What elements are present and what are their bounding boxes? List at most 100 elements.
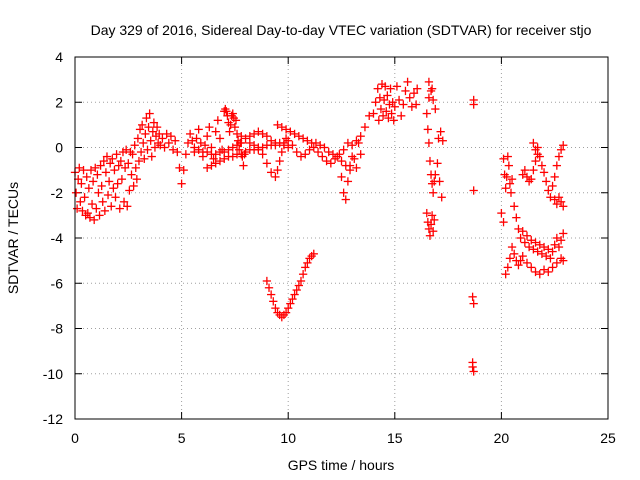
data-point	[559, 141, 568, 150]
data-point	[215, 156, 225, 166]
data-point	[143, 145, 152, 154]
data-point	[147, 152, 156, 161]
data-point	[522, 231, 532, 240]
data-point	[469, 299, 478, 308]
data-point	[544, 245, 553, 254]
data-point	[140, 154, 149, 163]
data-point	[522, 258, 532, 268]
data-point	[196, 138, 205, 148]
data-point	[258, 150, 267, 159]
data-point	[337, 156, 346, 166]
y-tick-label: -8	[51, 321, 64, 337]
data-point	[80, 193, 89, 202]
data-point	[424, 138, 434, 148]
data-point	[116, 156, 125, 166]
data-point	[74, 175, 83, 184]
data-point	[405, 93, 414, 102]
data-point	[109, 184, 118, 193]
data-point	[320, 143, 329, 152]
data-point	[401, 86, 410, 96]
data-point	[365, 111, 374, 120]
data-point	[373, 84, 382, 93]
data-point	[556, 236, 566, 245]
data-point	[288, 141, 297, 150]
data-point	[271, 141, 280, 150]
data-point	[384, 113, 393, 123]
data-point	[301, 263, 310, 272]
data-point	[339, 188, 348, 197]
data-point	[245, 132, 254, 141]
data-point	[226, 120, 235, 130]
data-point	[152, 122, 162, 132]
data-point	[294, 132, 304, 141]
data-point	[556, 145, 566, 154]
data-point	[559, 202, 568, 211]
data-point	[535, 240, 544, 249]
data-point	[87, 199, 97, 209]
data-point	[213, 116, 222, 125]
x-tick-label: 0	[71, 430, 79, 446]
data-point	[423, 125, 432, 134]
data-point	[539, 242, 549, 252]
data-point	[311, 138, 321, 148]
data-point	[330, 154, 340, 163]
data-point	[277, 147, 286, 157]
data-point	[264, 283, 274, 292]
data-point	[510, 202, 519, 211]
data-point	[232, 129, 242, 139]
data-point	[245, 138, 254, 148]
data-point	[436, 127, 445, 136]
data-point	[228, 152, 237, 161]
data-point	[129, 181, 138, 191]
data-point	[552, 233, 561, 243]
data-point	[92, 204, 101, 213]
data-point	[249, 129, 259, 139]
data-point	[83, 208, 92, 218]
data-point	[211, 127, 220, 136]
data-point	[262, 159, 272, 168]
data-point	[237, 150, 246, 159]
data-point	[90, 215, 99, 225]
data-point	[155, 129, 164, 139]
data-point	[469, 100, 478, 109]
data-point	[117, 175, 127, 184]
data-point	[397, 111, 406, 120]
data-point	[222, 107, 231, 116]
data-point	[303, 258, 312, 268]
data-point	[437, 193, 446, 202]
data-point	[469, 186, 478, 195]
data-point	[271, 172, 280, 182]
data-point	[106, 159, 115, 168]
data-point	[230, 122, 240, 132]
data-point	[156, 141, 165, 150]
data-point	[298, 134, 308, 143]
x-axis-title: GPS time / hours	[288, 457, 395, 473]
data-point	[298, 270, 308, 279]
data-point	[71, 188, 81, 197]
data-point	[277, 122, 286, 132]
data-point	[232, 141, 242, 150]
data-point	[339, 145, 348, 154]
data-point	[379, 95, 389, 105]
data-point	[205, 122, 214, 132]
data-point	[387, 109, 396, 118]
data-point	[424, 93, 434, 102]
x-tick-label: 25	[600, 430, 616, 446]
data-point	[352, 163, 361, 173]
data-point	[97, 181, 106, 191]
data-point	[207, 143, 216, 152]
data-point	[111, 193, 120, 202]
data-point	[168, 145, 178, 154]
data-point	[309, 143, 318, 152]
data-point	[107, 202, 116, 211]
data-point	[122, 145, 131, 154]
data-point	[91, 163, 100, 173]
data-point	[424, 224, 434, 234]
data-point	[175, 163, 184, 173]
data-point	[292, 285, 301, 295]
data-point	[548, 263, 557, 272]
data-point	[427, 84, 437, 93]
data-point	[286, 127, 295, 136]
data-point	[512, 213, 521, 222]
data-point	[539, 168, 549, 177]
